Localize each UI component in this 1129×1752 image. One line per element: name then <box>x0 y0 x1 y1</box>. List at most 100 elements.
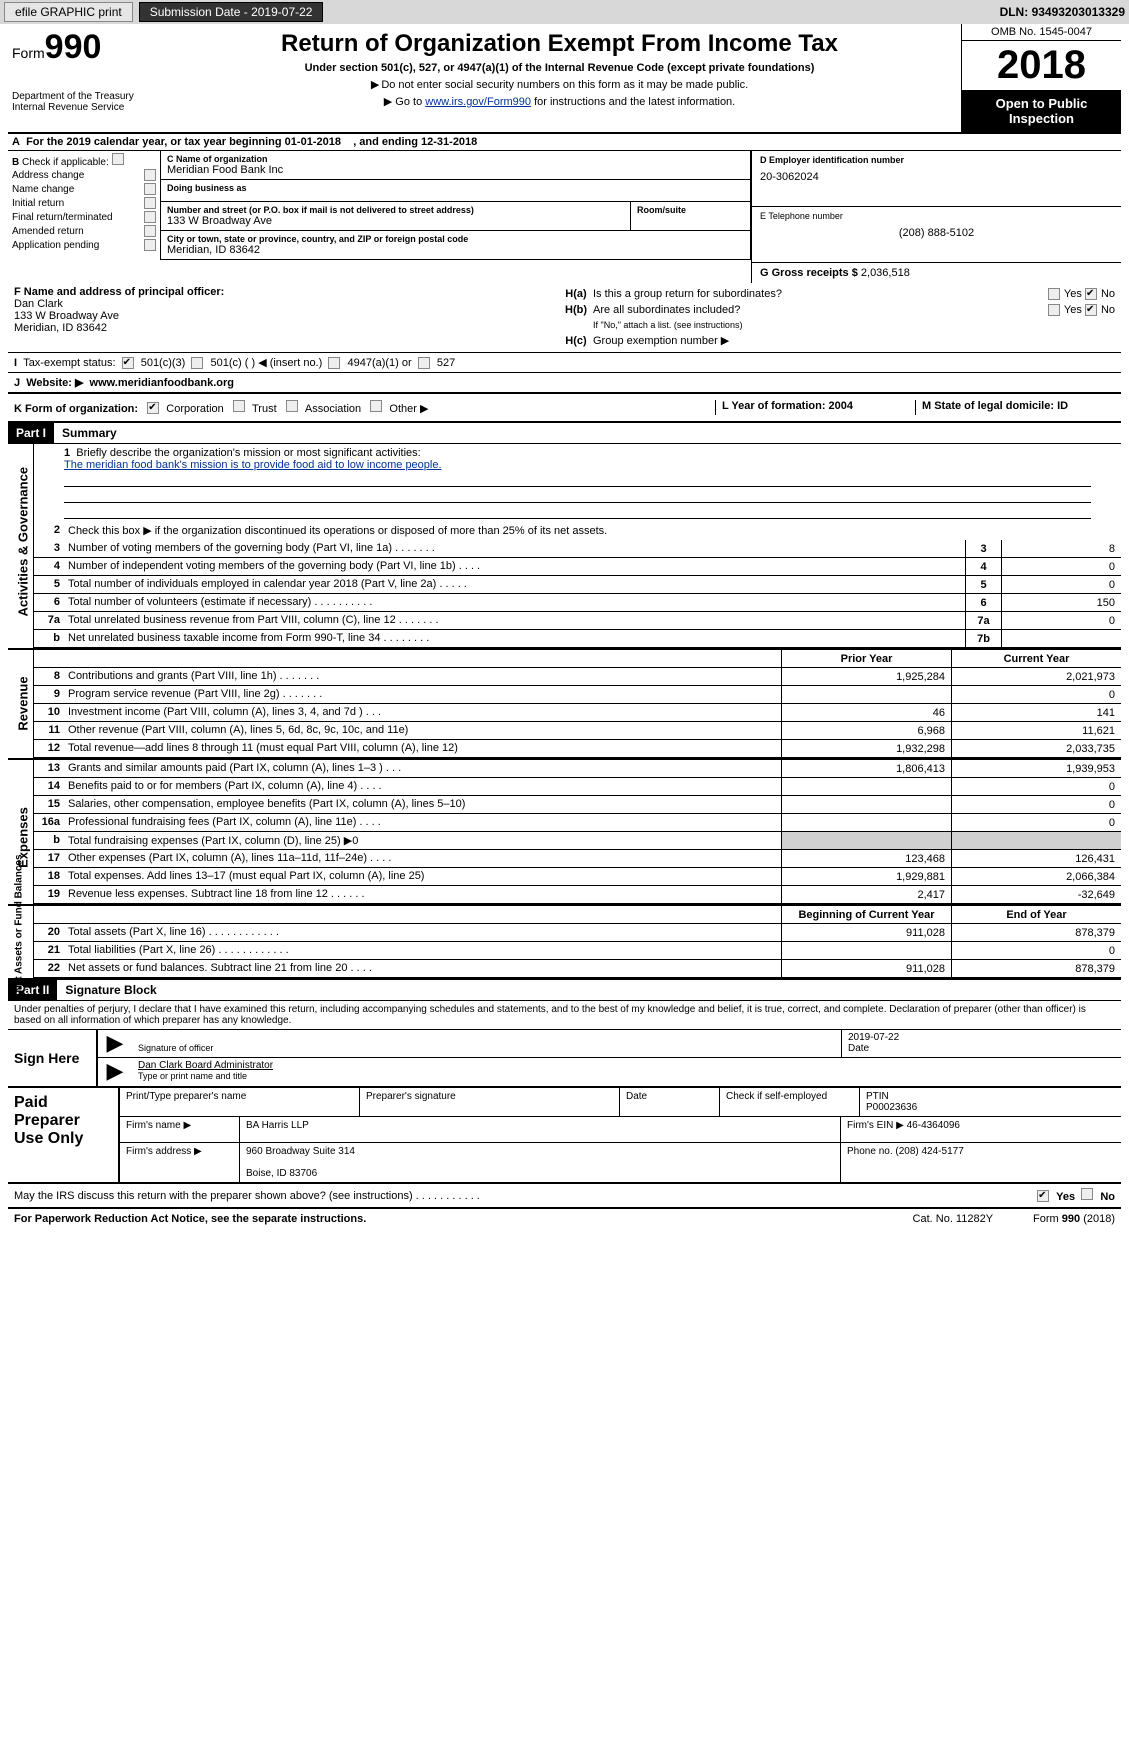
financial-line: bTotal fundraising expenses (Part IX, co… <box>34 832 1121 850</box>
checkbox-icon[interactable] <box>418 357 430 369</box>
dln: DLN: 93493203013329 <box>1000 5 1125 19</box>
checkbox-icon[interactable] <box>370 400 382 412</box>
checkbox-yes-icon[interactable] <box>1048 288 1060 300</box>
row-j-website: J Website: ▶ www.meridianfoodbank.org <box>8 373 1121 394</box>
sign-here-section: Sign Here ▶ Signature of officer 2019-07… <box>8 1030 1121 1088</box>
activities-governance-section: Activities & Governance 1 Briefly descri… <box>8 444 1121 650</box>
footer-left: For Paperwork Reduction Act Notice, see … <box>14 1213 366 1225</box>
financial-line: 15Salaries, other compensation, employee… <box>34 796 1121 814</box>
checkbox-icon[interactable] <box>112 153 124 165</box>
submission-date-button[interactable]: Submission Date - 2019-07-22 <box>139 2 324 22</box>
financial-line: 12Total revenue—add lines 8 through 11 (… <box>34 740 1121 758</box>
revenue-section: Revenue Prior YearCurrent Year 8Contribu… <box>8 650 1121 760</box>
financial-line: 21Total liabilities (Part X, line 26) . … <box>34 942 1121 960</box>
checkbox-icon[interactable] <box>144 225 156 237</box>
mission-box: 1 Briefly describe the organization's mi… <box>34 444 1121 522</box>
checkbox-icon[interactable] <box>233 400 245 412</box>
attach-list-note: If "No," attach a list. (see instruction… <box>593 320 742 330</box>
checkbox-no-icon[interactable] <box>1085 288 1097 300</box>
city-state-zip: Meridian, ID 83642 <box>167 244 744 256</box>
officer-name: Dan Clark <box>14 298 63 310</box>
current-year-header: Current Year <box>951 650 1121 667</box>
room-suite-box: Room/suite <box>630 202 750 231</box>
form-body: Form990 Department of the TreasuryIntern… <box>0 24 1129 1229</box>
checkbox-icon[interactable] <box>144 211 156 223</box>
signature-date: 2019-07-22Date <box>841 1030 1121 1057</box>
summary-line: 7aTotal unrelated business revenue from … <box>34 612 1121 630</box>
principal-officer-box: F Name and address of principal officer:… <box>8 283 553 352</box>
mission-text-link[interactable]: The meridian food bank's mission is to p… <box>64 459 442 471</box>
check-if-applicable-label: Check if applicable: <box>22 157 109 168</box>
dba-box: Doing business as <box>161 180 750 202</box>
section-b-through-g: B Check if applicable: Address changeNam… <box>8 151 1121 283</box>
officer-name-title: Dan Clark Board AdministratorType or pri… <box>132 1058 1121 1086</box>
summary-line: 6Total number of volunteers (estimate if… <box>34 594 1121 612</box>
expenses-section: Expenses 13Grants and similar amounts pa… <box>8 760 1121 906</box>
checkbox-icon[interactable] <box>144 169 156 181</box>
street-address: 133 W Broadway Ave <box>167 215 624 227</box>
col-d-e-g: D Employer identification number 20-3062… <box>751 151 1121 283</box>
firm-name-label: Firm's name ▶ <box>120 1117 240 1142</box>
checkbox-yes-icon[interactable] <box>1037 1190 1049 1202</box>
penalty-statement: Under penalties of perjury, I declare th… <box>8 1001 1121 1030</box>
financial-line: 22Net assets or fund balances. Subtract … <box>34 960 1121 978</box>
form-header: Form990 Department of the TreasuryIntern… <box>8 24 1121 134</box>
preparer-date-field[interactable]: Date <box>620 1088 720 1116</box>
checkbox-icon[interactable] <box>191 357 203 369</box>
ein-box: D Employer identification number 20-3062… <box>752 151 1121 207</box>
group-return-question: Is this a group return for subordinates? <box>593 288 1048 300</box>
preparer-signature-field[interactable]: Preparer's signature <box>360 1088 620 1116</box>
ein-value: 20-3062024 <box>760 171 1113 183</box>
financial-line: 18Total expenses. Add lines 13–17 (must … <box>34 868 1121 886</box>
beginning-year-header: Beginning of Current Year <box>781 906 951 923</box>
prior-year-header: Prior Year <box>781 650 951 667</box>
paid-preparer-label: Paid Preparer Use Only <box>8 1088 118 1182</box>
row-a: A For the 2019 calendar year, or tax yea… <box>8 134 1121 151</box>
efile-button[interactable]: efile GRAPHIC print <box>4 2 133 22</box>
financial-line: 11Other revenue (Part VIII, column (A), … <box>34 722 1121 740</box>
preparer-name-field[interactable]: Print/Type preparer's name <box>120 1088 360 1116</box>
checkbox-yes-icon[interactable] <box>1048 304 1060 316</box>
street-box: Number and street (or P.O. box if mail i… <box>161 202 630 231</box>
form-note-ssn: Do not enter social security numbers on … <box>162 78 957 91</box>
form-title: Return of Organization Exempt From Incom… <box>162 30 957 58</box>
financial-line: 9Program service revenue (Part VIII, lin… <box>34 686 1121 704</box>
officer-signature-field[interactable]: Signature of officer <box>132 1030 841 1057</box>
checkbox-corp-icon[interactable] <box>147 402 159 414</box>
checkbox-icon[interactable] <box>286 400 298 412</box>
form-note-goto: ▶ Go to www.irs.gov/Form990 for instruct… <box>162 95 957 108</box>
firm-addr-value: 960 Broadway Suite 314Boise, ID 83706 <box>240 1143 841 1182</box>
checkbox-icon[interactable] <box>144 197 156 209</box>
subdate-label: Submission Date - <box>150 5 251 19</box>
form-number: Form990 <box>12 28 154 67</box>
form-subtitle: Under section 501(c), 527, or 4947(a)(1)… <box>162 62 957 74</box>
discuss-row: May the IRS discuss this return with the… <box>8 1184 1121 1209</box>
financial-line: 19Revenue less expenses. Subtract line 1… <box>34 886 1121 904</box>
checkbox-no-icon[interactable] <box>1085 304 1097 316</box>
ptin-field: PTINP00023636 <box>860 1088 1121 1116</box>
discuss-question: May the IRS discuss this return with the… <box>14 1190 480 1202</box>
telephone-value: (208) 888-5102 <box>760 227 1113 239</box>
paid-preparer-section: Paid Preparer Use Only Print/Type prepar… <box>8 1088 1121 1184</box>
col-c: C Name of organization Meridian Food Ban… <box>160 151 751 283</box>
checkbox-501c3-icon[interactable] <box>122 357 134 369</box>
sign-here-label: Sign Here <box>8 1030 98 1086</box>
telephone-box: E Telephone number (208) 888-5102 <box>752 207 1121 263</box>
financial-line: 10Investment income (Part VIII, column (… <box>34 704 1121 722</box>
row-f-h: F Name and address of principal officer:… <box>8 283 1121 353</box>
part-i-header: Part I Summary <box>8 423 1121 444</box>
summary-line: 5Total number of individuals employed in… <box>34 576 1121 594</box>
checkbox-icon[interactable] <box>144 183 156 195</box>
checkbox-no-icon[interactable] <box>1081 1188 1093 1200</box>
firm-addr-label: Firm's address ▶ <box>120 1143 240 1182</box>
irs-link[interactable]: www.irs.gov/Form990 <box>425 96 531 108</box>
end-year-header: End of Year <box>951 906 1121 923</box>
arrow-icon: ▶ <box>98 1030 132 1057</box>
firm-name-value: BA Harris LLP <box>240 1117 841 1142</box>
part-ii-header: Part II Signature Block <box>8 980 1121 1001</box>
net-assets-section: Net Assets or Fund Balances Beginning of… <box>8 906 1121 980</box>
state-domicile: M State of legal domicile: ID <box>922 400 1068 412</box>
row-k-l-m: K Form of organization: Corporation Trus… <box>8 394 1121 423</box>
checkbox-icon[interactable] <box>144 239 156 251</box>
checkbox-icon[interactable] <box>328 357 340 369</box>
